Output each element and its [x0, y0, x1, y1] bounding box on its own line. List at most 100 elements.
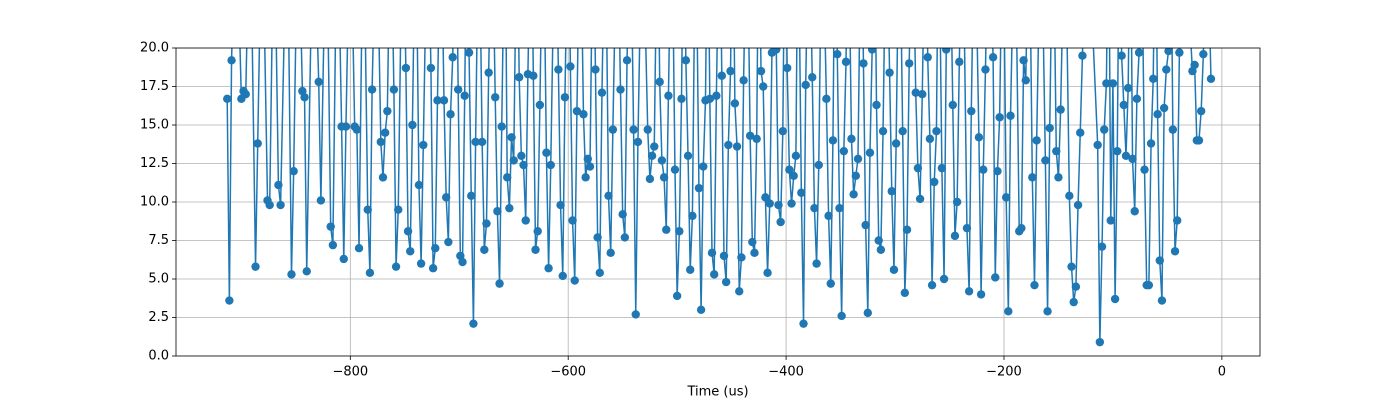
marker: [937, 163, 947, 173]
marker: [878, 126, 888, 136]
marker: [1095, 337, 1105, 347]
marker: [849, 190, 858, 199]
marker: [904, 59, 914, 68]
marker: [1056, 105, 1065, 114]
marker: [988, 53, 998, 62]
y-tick-label: 2.5: [148, 310, 169, 325]
marker: [1001, 193, 1011, 202]
marker: [942, 48, 951, 54]
marker: [568, 216, 577, 225]
marker: [675, 227, 684, 236]
marker: [595, 268, 604, 278]
marker: [1117, 51, 1126, 60]
marker: [446, 110, 455, 119]
marker: [394, 205, 403, 214]
plot-area: [176, 48, 1260, 356]
marker: [253, 139, 262, 148]
marker: [791, 151, 801, 160]
marker: [991, 273, 1000, 282]
marker: [287, 270, 296, 279]
marker: [785, 165, 794, 174]
marker: [1146, 139, 1156, 148]
marker: [979, 165, 988, 174]
marker: [952, 197, 962, 207]
marker: [1153, 110, 1162, 119]
marker: [583, 154, 593, 164]
marker: [352, 125, 362, 134]
marker: [533, 227, 542, 236]
marker: [876, 245, 886, 254]
marker: [797, 188, 806, 197]
marker: [467, 191, 476, 201]
marker: [662, 225, 671, 234]
marker: [721, 277, 731, 287]
marker: [712, 91, 721, 100]
marker: [482, 219, 491, 228]
marker: [1175, 48, 1184, 57]
marker: [477, 137, 487, 147]
marker: [737, 253, 746, 262]
marker: [915, 194, 925, 204]
marker: [1097, 242, 1107, 251]
marker: [923, 53, 932, 62]
marker: [453, 85, 463, 94]
marker: [750, 248, 759, 258]
marker: [778, 126, 788, 136]
marker: [885, 68, 894, 77]
marker: [633, 137, 643, 147]
y-tick-label: 17.5: [140, 79, 169, 94]
marker: [507, 133, 516, 142]
marker: [517, 151, 526, 160]
marker: [735, 287, 744, 296]
x-tick-label: −800: [332, 365, 368, 380]
marker: [1108, 79, 1118, 88]
marker: [1032, 136, 1041, 145]
marker: [1030, 280, 1039, 290]
marker: [1110, 294, 1120, 304]
marker: [801, 80, 810, 90]
marker: [328, 240, 338, 250]
marker: [643, 125, 652, 134]
marker: [1019, 56, 1028, 65]
marker: [289, 167, 298, 176]
marker: [756, 66, 766, 76]
marker: [591, 65, 600, 74]
marker: [1028, 173, 1037, 182]
marker: [655, 77, 664, 87]
marker: [826, 279, 835, 288]
marker: [529, 71, 538, 80]
marker: [650, 142, 659, 151]
marker: [556, 200, 565, 210]
marker: [1052, 146, 1061, 156]
marker: [1134, 48, 1144, 57]
x-tick-label: 0: [1218, 365, 1226, 380]
marker: [853, 154, 863, 164]
marker: [719, 251, 729, 261]
marker: [1043, 307, 1052, 316]
y-tick-label: 20.0: [140, 41, 169, 56]
marker: [274, 180, 283, 190]
marker: [657, 156, 667, 165]
marker: [1054, 173, 1063, 182]
marker: [414, 180, 424, 190]
marker: [570, 276, 579, 285]
marker: [1006, 111, 1015, 120]
y-tick-label: 15.0: [140, 118, 169, 133]
marker: [251, 262, 260, 271]
marker: [441, 193, 451, 202]
marker: [799, 319, 808, 328]
marker: [265, 200, 274, 210]
marker: [865, 148, 875, 157]
marker: [608, 125, 618, 134]
marker: [1199, 49, 1208, 59]
marker: [847, 134, 856, 144]
marker: [469, 319, 478, 328]
marker: [542, 148, 551, 157]
marker: [955, 57, 964, 67]
marker: [495, 279, 504, 288]
marker: [629, 125, 638, 134]
marker: [439, 96, 449, 105]
marker: [622, 56, 632, 65]
marker: [835, 203, 844, 213]
marker: [365, 268, 375, 278]
